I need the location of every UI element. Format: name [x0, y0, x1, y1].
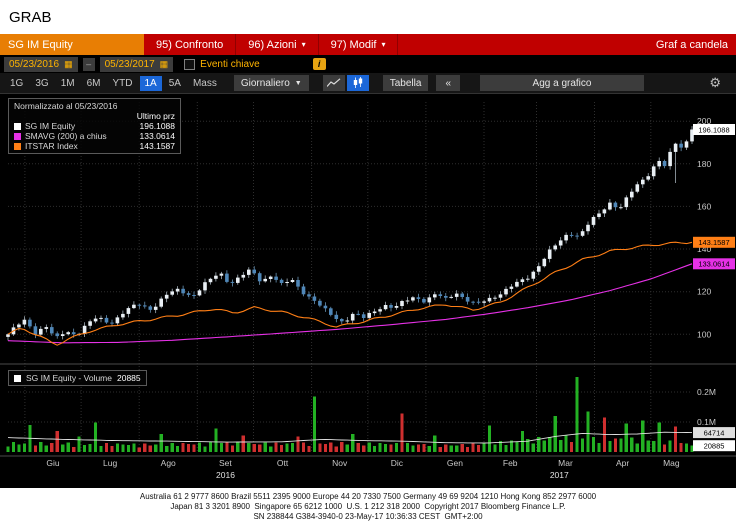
svg-text:160: 160	[697, 201, 711, 211]
svg-text:Gen: Gen	[447, 458, 463, 468]
volume-series-swatch	[14, 374, 21, 382]
chevron-down-icon: ▼	[294, 79, 302, 87]
svg-text:Set: Set	[219, 458, 232, 468]
period-button-3g[interactable]: 3G	[35, 77, 49, 89]
axis-labels: 100 120 140 160 180 200 0.2M 0.1M Giu Lug Ago Set Ot…	[46, 116, 735, 480]
footer-line2: Japan 81 3 3201 8900 Singapore 65 6212 1…	[170, 502, 566, 511]
axis-value-badge: 64714	[693, 427, 735, 439]
svg-text:120: 120	[697, 287, 711, 297]
svg-text:0.2M: 0.2M	[697, 387, 716, 397]
date-range-row: 05/23/2016 ▦ – 05/23/2017 ▦ Eventi chiav…	[0, 55, 736, 73]
period-button-1a-selected[interactable]: 1A	[139, 75, 162, 91]
chevron-down-icon: ▾	[301, 39, 306, 49]
azioni-menu-button[interactable]: 96) Azioni ▾	[236, 34, 319, 55]
svg-text:Ago: Ago	[161, 458, 176, 468]
period-button-1m[interactable]: 1M	[60, 77, 75, 89]
axis-value-badge: 20885	[693, 440, 735, 452]
chart-toolbar: 1G 3G 1M 6M YTD 1A 5A Mass Giornaliero ▼…	[0, 73, 736, 94]
candlestick-series	[6, 126, 694, 341]
eventi-chiave-checkbox[interactable]	[184, 58, 196, 70]
calendar-icon: ▦	[159, 58, 169, 69]
date-range-separator: –	[82, 57, 95, 71]
svg-text:133.0614: 133.0614	[698, 260, 729, 269]
agg-a-grafico-button[interactable]: Agg a grafico	[480, 75, 644, 91]
svg-text:143.1587: 143.1587	[698, 238, 729, 247]
chart-area: 100 120 140 160 180 200 0.2M 0.1M Giu Lug Ago Set Ot…	[0, 94, 736, 488]
period-button-ytd[interactable]: YTD	[112, 77, 133, 89]
period-button-5a[interactable]: 5A	[168, 77, 181, 89]
info-icon[interactable]: i	[312, 58, 326, 70]
svg-text:Dic: Dic	[391, 458, 404, 468]
last-price-header: Ultimo prz	[136, 111, 175, 121]
svg-text:Mar: Mar	[558, 458, 573, 468]
price-volume-chart[interactable]: 100 120 140 160 180 200 0.2M 0.1M Giu Lug Ago Set Ot…	[0, 94, 736, 488]
period-button-6m[interactable]: 6M	[86, 77, 101, 89]
axis-value-badge: 133.0614	[693, 258, 735, 270]
smavg-200-line	[7, 263, 693, 344]
period-button-mass[interactable]: Mass	[192, 77, 217, 89]
chart-style-toggle	[322, 75, 369, 91]
candlestick-chart-icon[interactable]	[346, 75, 369, 91]
price-legend: Normalizzato al 05/23/2016 Ultimo prz SG…	[8, 98, 181, 154]
volume-bars	[6, 377, 694, 452]
confronto-button[interactable]: 95) Confronto	[144, 34, 237, 55]
normalized-label: Normalizzato al 05/23/2016	[14, 101, 118, 111]
itstar-series-swatch	[14, 142, 21, 150]
axis-value-badge: 196.1088	[693, 124, 735, 135]
svg-text:100: 100	[697, 329, 711, 339]
modif-menu-button[interactable]: 97) Modif ▾	[319, 34, 399, 55]
svg-text:2017: 2017	[550, 470, 569, 480]
svg-text:2016: 2016	[216, 470, 235, 480]
legend-item-smavg[interactable]: SMAVG (200) a chius 133.0614	[14, 131, 175, 141]
footer-line3: SN 238844 G384-3940-0 23-May-17 10:36:33…	[253, 512, 483, 521]
svg-text:Ott: Ott	[277, 458, 289, 468]
svg-text:Nov: Nov	[332, 458, 348, 468]
legend-item-itstar[interactable]: ITSTAR Index 143.1587	[14, 141, 175, 151]
svg-text:Giu: Giu	[46, 458, 60, 468]
svg-text:Feb: Feb	[503, 458, 518, 468]
frequency-dropdown[interactable]: Giornaliero ▼	[233, 75, 309, 91]
svg-text:20885: 20885	[704, 442, 725, 451]
footer-line1: Australia 61 2 9777 8600 Brazil 5511 239…	[139, 492, 597, 501]
line-chart-icon[interactable]	[322, 75, 345, 91]
security-field[interactable]: SG IM Equity	[0, 34, 144, 55]
svg-text:Apr: Apr	[616, 458, 629, 468]
equity-series-swatch	[14, 122, 21, 130]
collapse-panel-button[interactable]: «	[436, 75, 460, 91]
svg-text:196.1088: 196.1088	[698, 125, 729, 134]
overlay-lines	[7, 241, 693, 444]
volume-average-line	[7, 431, 693, 444]
bloomberg-footer: Australia 61 2 9777 8600 Brazil 5511 239…	[0, 488, 736, 530]
legend-item-equity[interactable]: SG IM Equity 196.1088	[14, 121, 175, 131]
grab-label: GRAB	[9, 8, 52, 26]
function-title-bar: SG IM Equity 95) Confronto 96) Azioni ▾ …	[0, 34, 736, 55]
tabella-button[interactable]: Tabella	[382, 75, 429, 91]
date-from-field[interactable]: 05/23/2016 ▦	[4, 56, 78, 72]
svg-text:0.1M: 0.1M	[697, 417, 716, 427]
svg-text:Lug: Lug	[103, 458, 117, 468]
axis-value-badge: 143.1587	[693, 236, 735, 248]
date-to-field[interactable]: 05/23/2017 ▦	[99, 56, 174, 72]
gridlines	[8, 102, 692, 452]
svg-text:200: 200	[697, 116, 711, 126]
period-button-1g[interactable]: 1G	[10, 77, 24, 89]
smavg-series-swatch	[14, 132, 21, 140]
grab-bar: GRAB	[0, 0, 736, 34]
eventi-chiave-label: Eventi chiave	[200, 58, 260, 70]
calendar-icon: ▦	[64, 58, 73, 69]
svg-text:64714: 64714	[704, 428, 725, 437]
itstar-index-line	[7, 241, 693, 346]
volume-legend[interactable]: SG IM Equity - Volume 20885	[8, 370, 147, 386]
svg-text:Mag: Mag	[663, 458, 680, 468]
chevron-down-icon: ▾	[381, 39, 386, 49]
svg-text:180: 180	[697, 159, 711, 169]
gear-icon[interactable]: ⚙	[709, 75, 721, 90]
svg-text:140: 140	[697, 244, 711, 254]
chart-type-title: Graf a candela	[655, 38, 728, 51]
